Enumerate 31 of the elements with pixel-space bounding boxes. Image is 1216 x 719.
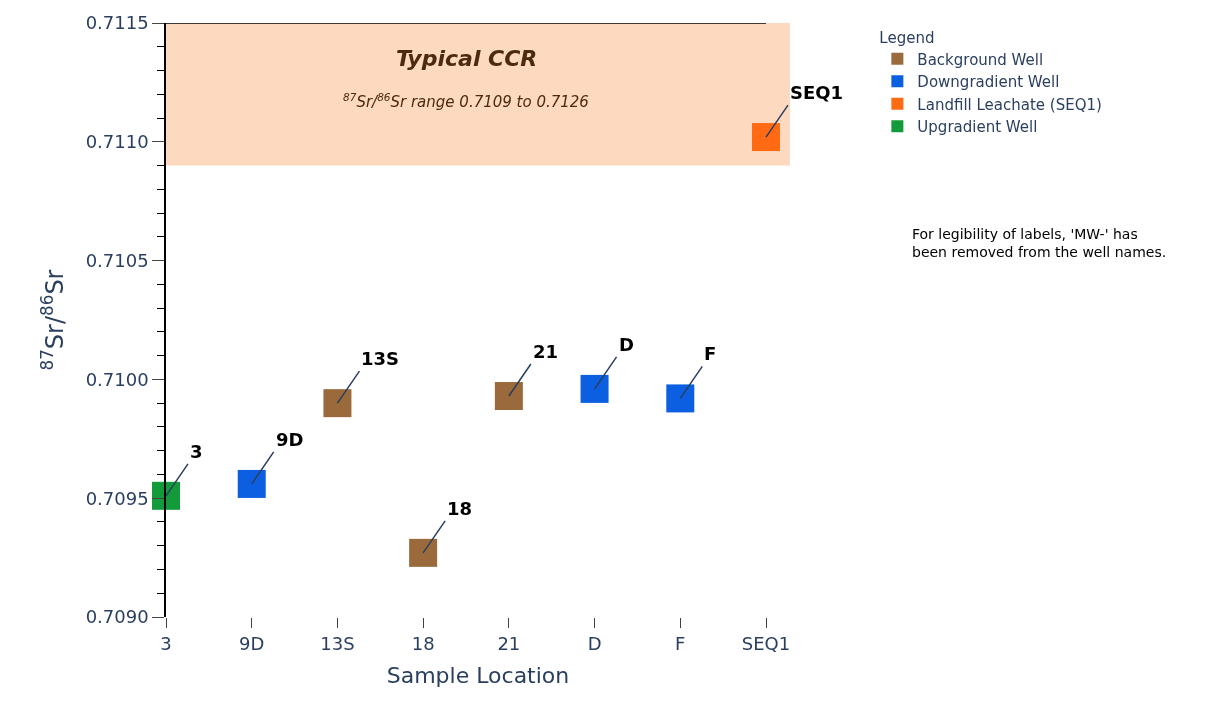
y-tick-label: 0.7100 (85, 368, 149, 390)
annotation: F (704, 343, 717, 364)
legend-label: Downgradient Well (917, 73, 1060, 92)
x-tick-label: 9D (239, 632, 265, 654)
annotation: SEQ1 (790, 82, 844, 103)
x-tick-label: 21 (497, 632, 521, 654)
x-axis-title: Sample Location (386, 663, 570, 689)
text: For legibility of labels, 'MW-' has been removed from the well names. (912, 226, 1167, 261)
x-tick-label: 18 (411, 632, 435, 654)
x-tick-label: F (675, 632, 686, 654)
annotation: 13S (361, 348, 400, 369)
x-tick-label: D (587, 632, 602, 654)
y-tick-label: 0.7090 (85, 606, 149, 628)
annotation: D (619, 334, 634, 355)
annotation: 21 (533, 341, 559, 362)
annotation: 3 (190, 441, 203, 462)
annotation: $^{87}$Sr/$^{86}$Sr range 0.7109 to 0.7126 (343, 91, 589, 112)
annotation: 18 (447, 498, 473, 519)
x-tick-label: 13S (320, 632, 355, 654)
legend-label: Landfill Leachate (SEQ1) (917, 95, 1102, 114)
y-tick-label: 0.7095 (85, 487, 149, 509)
legend-title: Legend (879, 28, 935, 47)
legend-label: Background Well (917, 50, 1044, 69)
y-tick-label: 0.7115 (85, 12, 149, 34)
band-label: Typical CCR (396, 46, 538, 71)
legend-label: Upgradient Well (917, 118, 1038, 137)
y-tick-label: 0.7105 (85, 249, 149, 271)
y-tick-label: 0.7110 (85, 131, 149, 153)
annotation: 9D (276, 429, 304, 450)
x-tick-label: 3 (160, 632, 172, 654)
x-tick-label: SEQ1 (741, 632, 791, 654)
